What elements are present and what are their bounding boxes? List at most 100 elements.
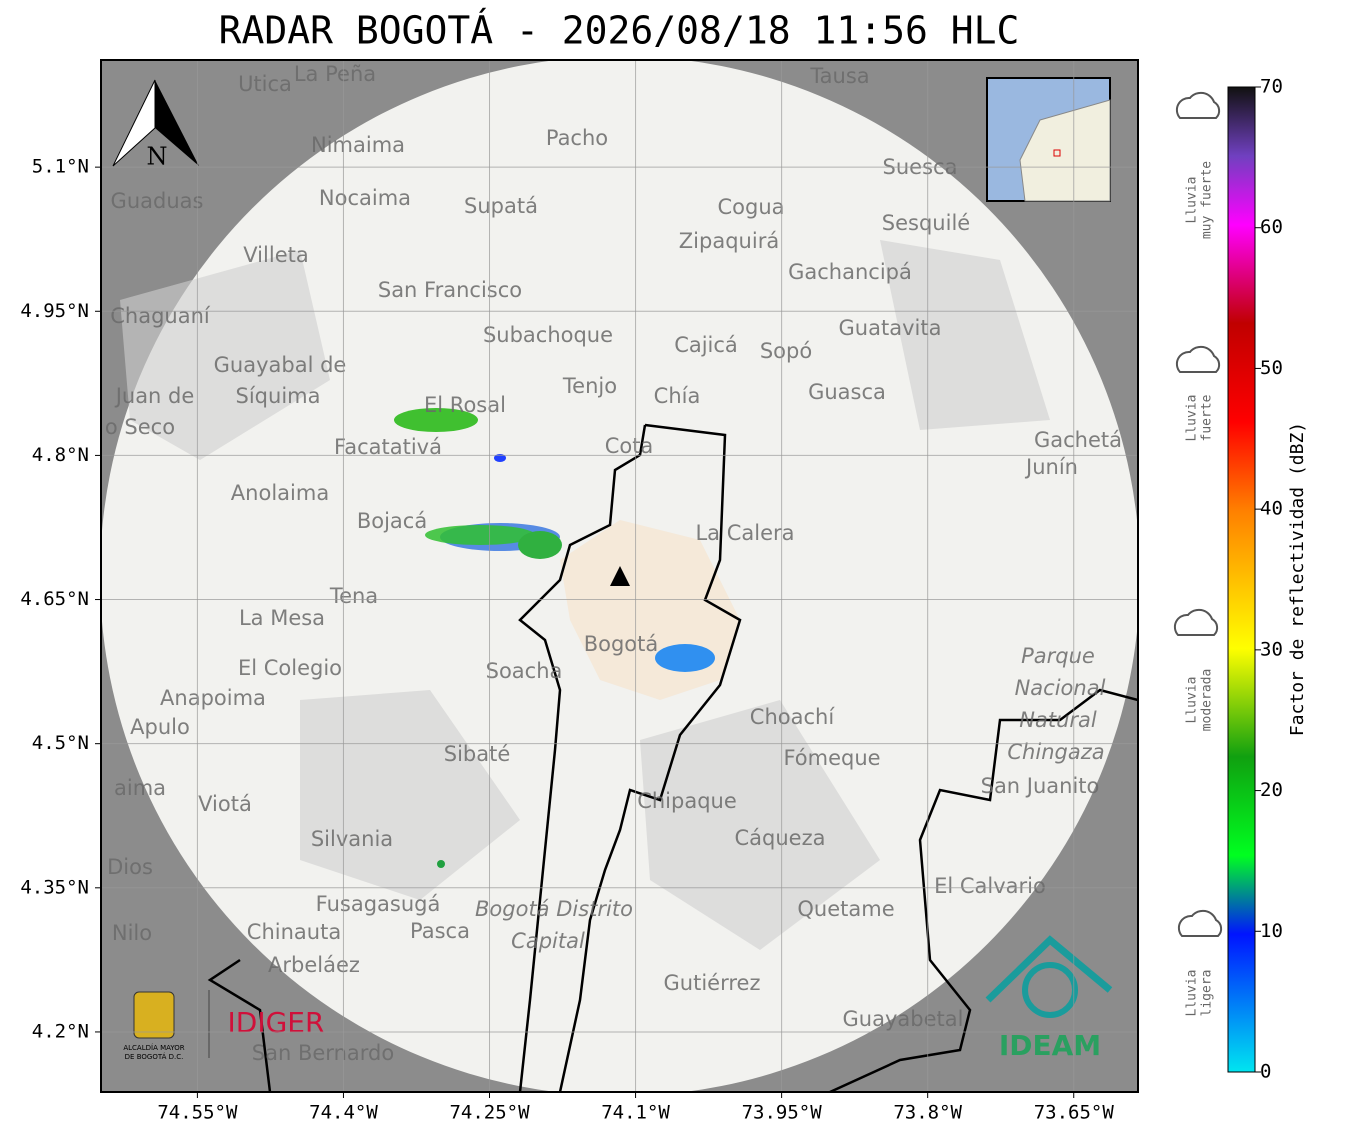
logo-ideam: IDEAM <box>985 935 1113 1062</box>
ideam-logo: IDEAM <box>999 1029 1101 1062</box>
place-label: Utica <box>238 72 292 96</box>
idiger-logo: IDIGER <box>228 1006 325 1039</box>
north-arrow: N <box>112 79 199 171</box>
rain-level-label: Lluvia <box>1185 395 1200 442</box>
place-label: Tausa <box>809 64 869 88</box>
place-label: La Calera <box>695 521 794 545</box>
alcaldia-text: DE BOGOTÁ D.C. <box>125 1052 184 1061</box>
rain-level-label: Lluvia <box>1185 677 1200 724</box>
place-label: Fómeque <box>783 746 880 770</box>
place-label: Fusagasugá <box>316 892 441 916</box>
place-label: San Bernardo <box>252 1041 394 1065</box>
title: RADAR BOGOTÁ - 2026/08/18 11:56 HLC <box>219 9 1020 53</box>
rain-level-label: Lluvia <box>1185 970 1200 1017</box>
district-boundary <box>518 423 742 1092</box>
place-label: Natural <box>1019 708 1097 732</box>
colorbar-tick-label: 20 <box>1260 779 1283 801</box>
map-frame <box>100 59 1139 1093</box>
department-boundary <box>207 688 1138 1092</box>
place-label: Nocaima <box>319 186 411 210</box>
rain-level-label: moderada <box>1200 669 1215 732</box>
y-tick-label: 4.95°N <box>20 300 89 322</box>
place-label: Guayabetal <box>843 1007 964 1031</box>
place-label: Gachancipá <box>788 260 912 284</box>
place-label: El Rosal <box>424 393 506 417</box>
place-label: La Mesa <box>239 606 325 630</box>
colorbar-tick-label: 40 <box>1260 498 1283 520</box>
place-label: Viotá <box>198 792 252 816</box>
place-label: Anolaima <box>231 481 329 505</box>
rain-level-label: ligera <box>1200 970 1215 1017</box>
x-tick-label: 73.65°W <box>1034 1102 1115 1124</box>
place-label: Nimaima <box>311 133 405 157</box>
rain-level-label: fuerte <box>1200 394 1215 441</box>
place-label: Chaguaní <box>110 304 211 328</box>
place-label: Bogotá <box>584 632 659 656</box>
y-tick-label: 4.5°N <box>32 732 89 754</box>
colorbar-tick-label: 30 <box>1260 638 1283 660</box>
place-label: Cajicá <box>674 333 738 357</box>
place-label: Silvania <box>311 827 393 851</box>
place-label: Anapoima <box>160 686 266 710</box>
colorbar-tick-label: 0 <box>1260 1061 1271 1083</box>
colorbar-label: Factor de reflectividad (dBZ) <box>1287 422 1308 736</box>
grid <box>101 60 1138 1092</box>
place-label: Villeta <box>243 243 308 267</box>
place-label: Tena <box>329 584 378 608</box>
place-label: Parque <box>1021 644 1095 668</box>
place-label: Capital <box>511 929 585 953</box>
radar-site <box>610 566 630 586</box>
place-label: Gutiérrez <box>664 971 761 995</box>
colorbar-tick-label: 60 <box>1260 216 1283 238</box>
colorbar-tick-label: 70 <box>1260 76 1283 98</box>
place-label: Guaduas <box>111 189 204 213</box>
y-tick-label: 4.8°N <box>32 444 89 466</box>
place-label: Dios <box>107 855 153 879</box>
place-label: Zipaquirá <box>679 229 779 253</box>
place-label: Chipaque <box>637 789 737 813</box>
place-label: Sopó <box>760 339 812 363</box>
place-label: Tenjo <box>562 374 617 398</box>
colorbar-tick-label: 50 <box>1260 357 1283 379</box>
place-label: La Peña <box>294 62 376 86</box>
place-label: Bojacá <box>357 509 427 533</box>
place-label: Chinauta <box>247 920 341 944</box>
place-label: El Calvario <box>934 874 1046 898</box>
rain-level-label: muy fuerte <box>1200 161 1215 239</box>
place-label: Supatá <box>464 194 538 218</box>
place-label: San Juanito <box>981 774 1100 798</box>
place-label: Guayabal de <box>214 353 347 377</box>
place-label: Soacha <box>486 659 563 683</box>
place-label: Guasca <box>808 380 886 404</box>
x-tick-label: 74.55°W <box>157 1102 238 1124</box>
place-label: Sibaté <box>444 742 511 766</box>
place-label: El Colegio <box>238 656 342 680</box>
y-tick-label: 4.65°N <box>20 588 89 610</box>
radar-echoes <box>394 408 715 868</box>
place-label: Nilo <box>112 921 152 945</box>
place-label: Nacional <box>1015 676 1106 700</box>
alcaldia-text: ALCALDÍA MAYOR <box>123 1043 184 1052</box>
place-label: Junín <box>1024 455 1078 479</box>
place-label: Guatavita <box>839 316 942 340</box>
place-label: Apulo <box>130 715 190 739</box>
x-tick-label: 74.25°W <box>449 1102 530 1124</box>
y-tick-label: 4.35°N <box>20 876 89 898</box>
y-tick-label: 5.1°N <box>32 156 89 178</box>
colorbar <box>1227 86 1256 1073</box>
inset-map <box>986 77 1111 202</box>
x-tick-label: 73.95°W <box>742 1102 823 1124</box>
colorbar-tick-label: 10 <box>1260 920 1283 942</box>
place-label: San Francisco <box>378 278 522 302</box>
place-label: Pacho <box>546 126 608 150</box>
x-tick-label: 74.1°W <box>601 1102 670 1124</box>
terrain <box>120 240 1050 950</box>
rain-icons <box>1173 91 1223 937</box>
x-tick-label: 74.4°W <box>309 1102 378 1124</box>
place-label: Sesquilé <box>882 211 970 235</box>
place-label: Bogotá Distrito <box>475 897 633 921</box>
